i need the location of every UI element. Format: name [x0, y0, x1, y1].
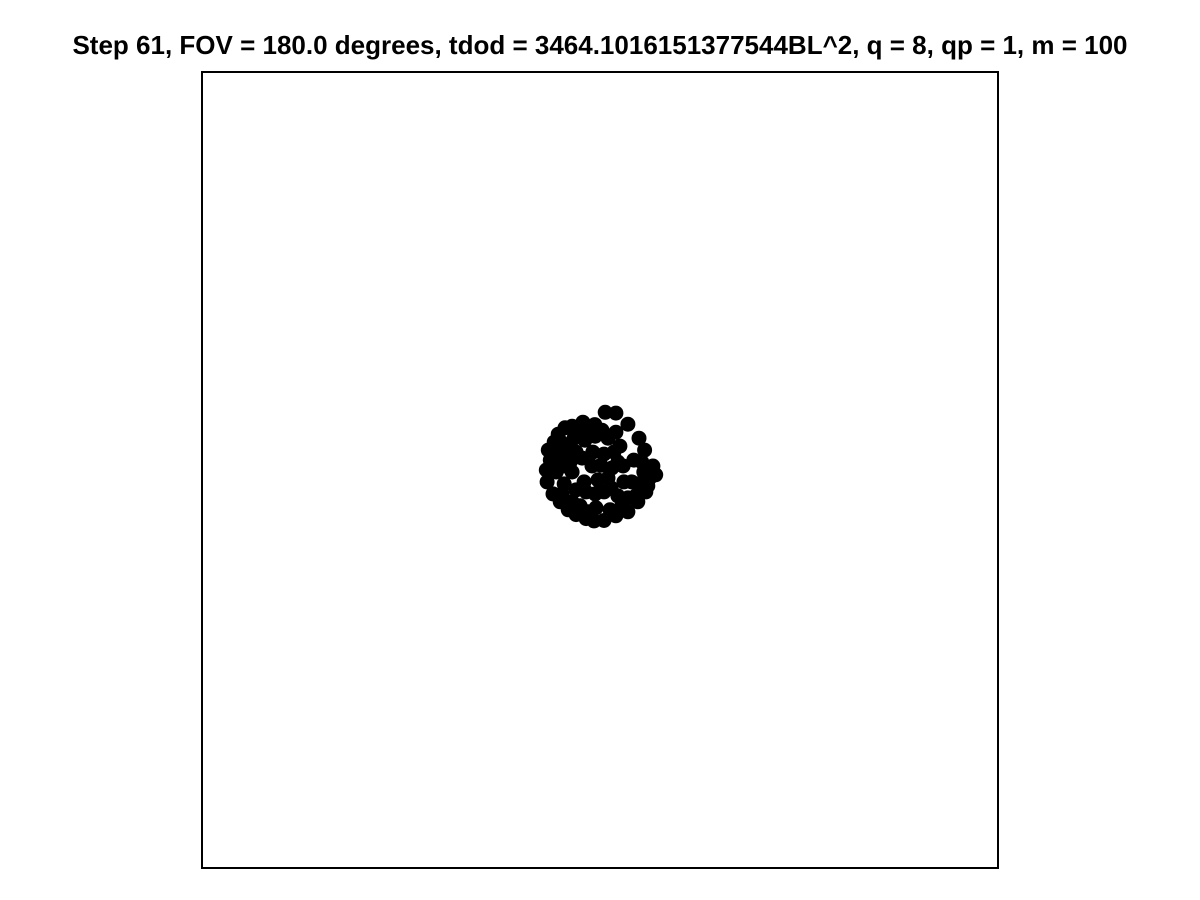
chart-title: Step 61, FOV = 180.0 degrees, tdod = 346… [72, 30, 1128, 60]
data-point [590, 472, 606, 488]
data-point [608, 405, 624, 421]
data-point [637, 442, 653, 458]
data-point [576, 474, 592, 490]
data-point [612, 438, 628, 454]
data-point [548, 464, 564, 480]
data-point [582, 424, 598, 440]
data-point [597, 404, 613, 420]
data-point [564, 464, 580, 480]
data-point [631, 430, 647, 446]
data-point [634, 454, 650, 470]
data-point [648, 467, 664, 483]
data-point [640, 478, 656, 494]
data-point [546, 450, 562, 466]
data-point [616, 474, 632, 490]
plot-area-frame [201, 71, 999, 869]
data-point [608, 424, 624, 440]
data-point [620, 416, 636, 432]
data-point [564, 494, 580, 510]
data-point [594, 422, 610, 438]
data-point [585, 444, 601, 460]
data-point [580, 504, 596, 520]
data-point [610, 488, 626, 504]
data-point [596, 446, 612, 462]
data-point [568, 444, 584, 460]
data-points [538, 404, 664, 529]
data-point [539, 474, 555, 490]
data-point [602, 502, 618, 518]
